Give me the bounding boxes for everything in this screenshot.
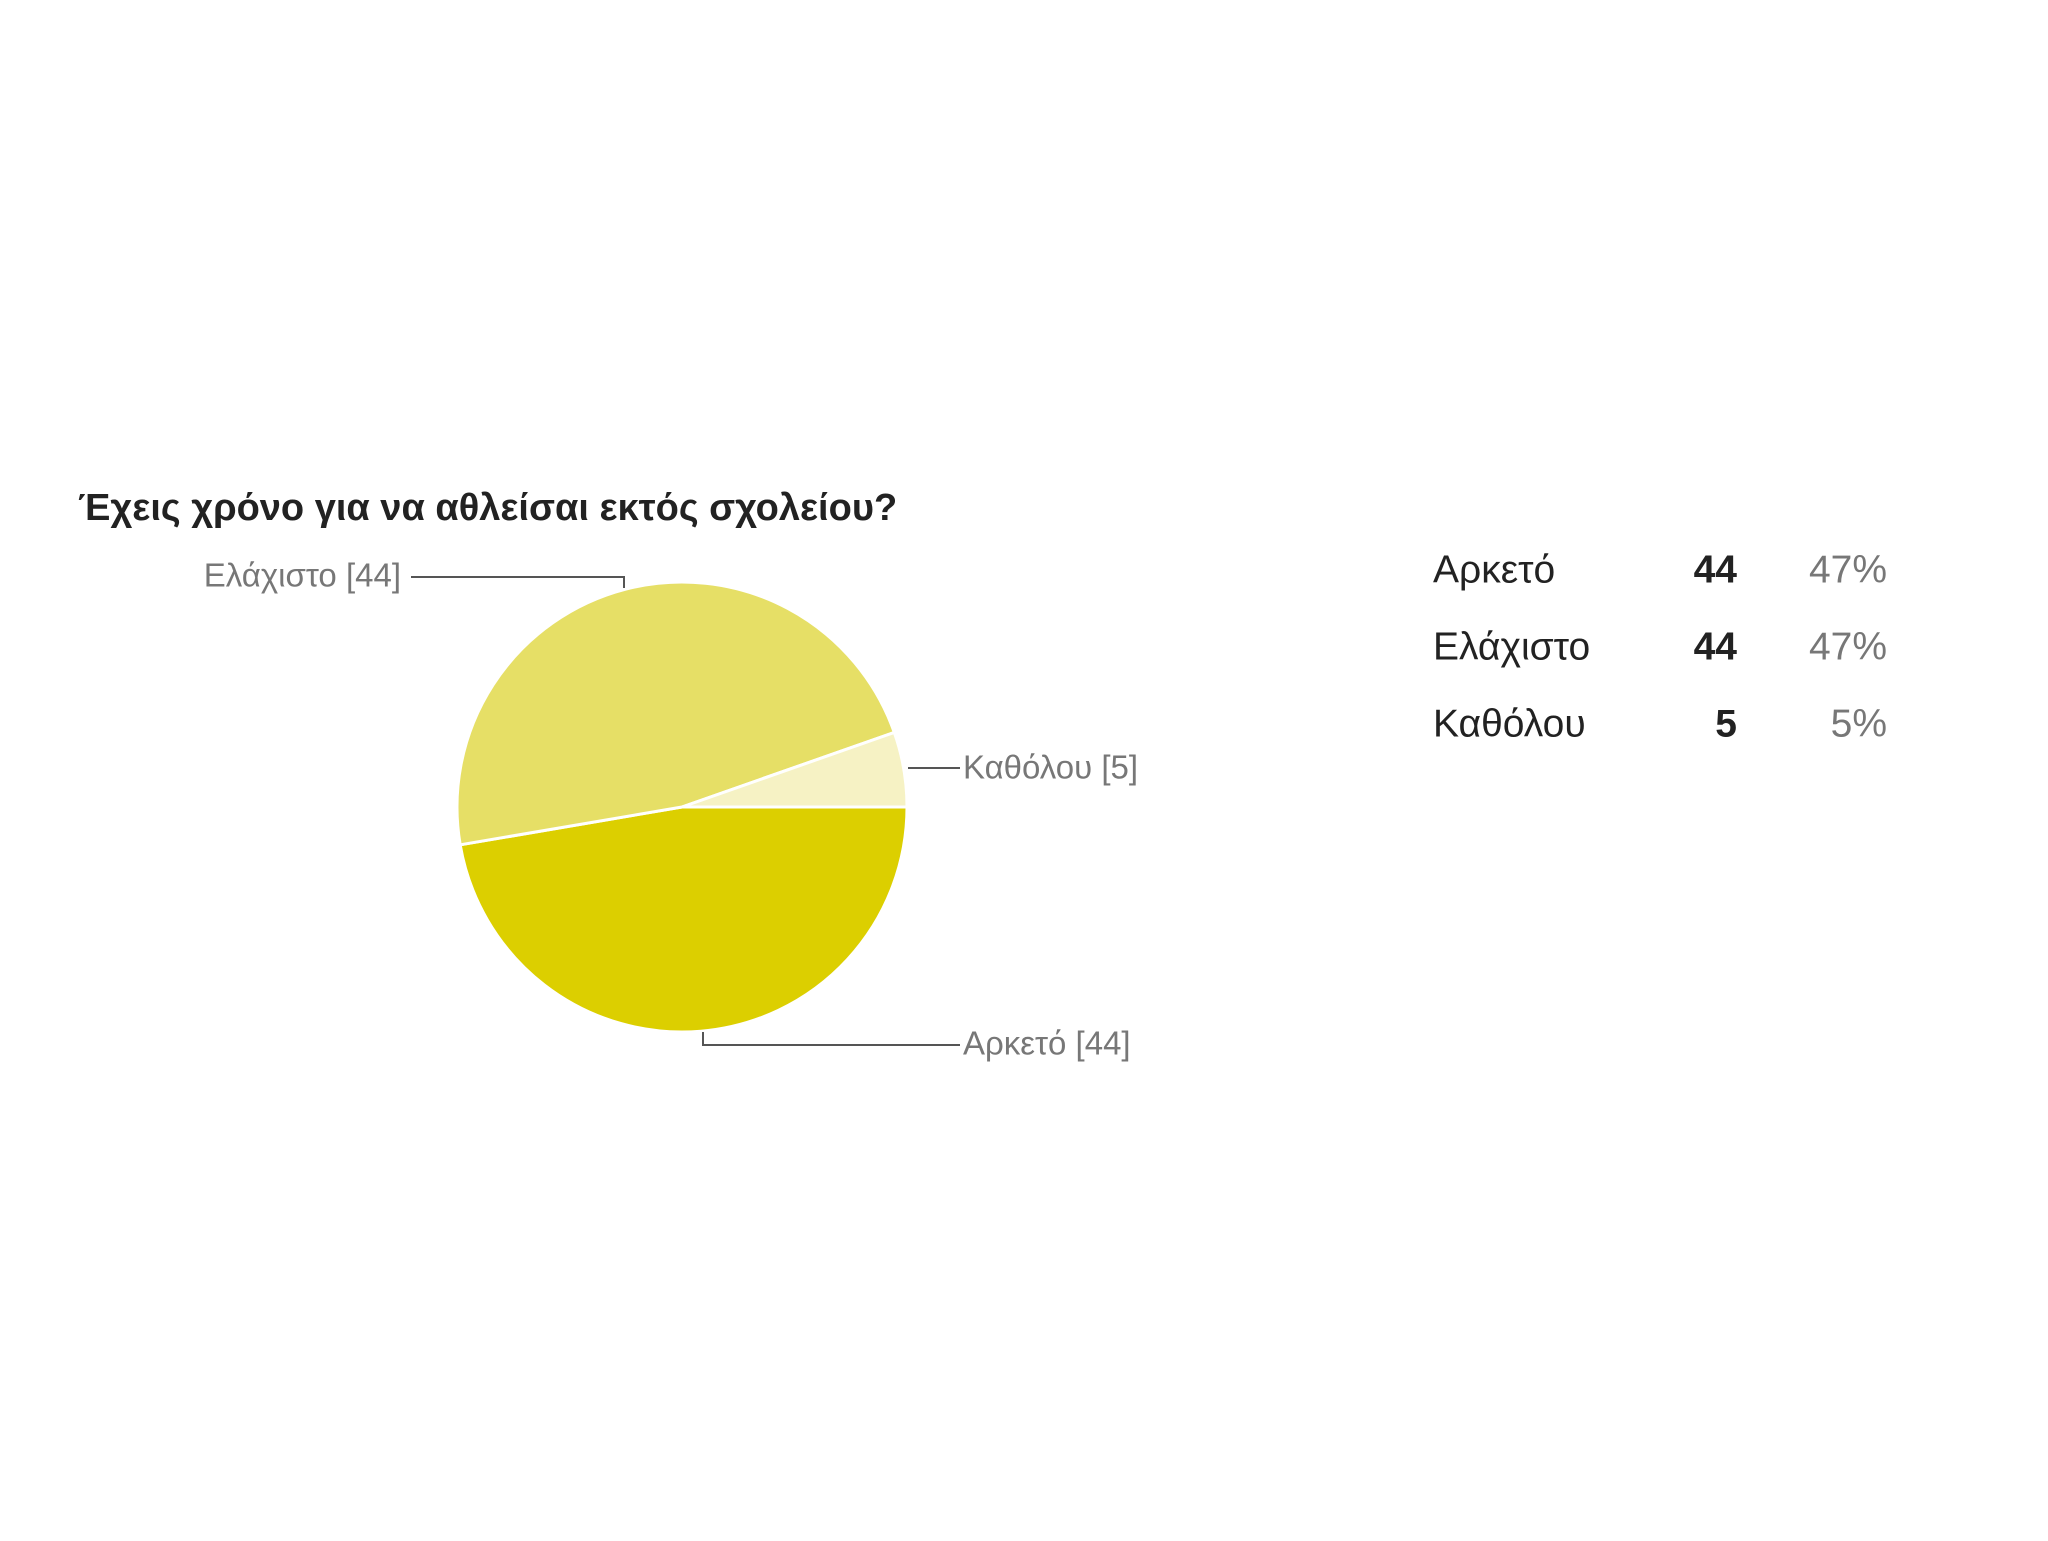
table-count: 44 [1694,625,1738,668]
table-count: 44 [1694,548,1738,591]
table-category: Ελάχιστο [1433,625,1590,668]
table-percent: 47% [1809,548,1887,591]
table-count: 5 [1715,702,1737,745]
chart-title: Έχεις χρόνο για να αθλείσαι εκτός σχολεί… [78,487,897,529]
table-percent: 5% [1831,702,1887,745]
table-category: Αρκετό [1433,548,1555,591]
table-percent: 47% [1809,625,1887,668]
pie-slice [458,805,909,1034]
leader-line [411,576,625,588]
pie-slice [455,580,897,847]
slice-label: Ελάχιστο [44] [204,557,401,594]
table-category: Καθόλου [1433,702,1586,745]
pie-slice [681,730,909,809]
slice-label: Αρκετό [44] [963,1025,1131,1062]
leader-line [702,1032,960,1046]
slice-label: Καθόλου [5] [963,749,1138,786]
